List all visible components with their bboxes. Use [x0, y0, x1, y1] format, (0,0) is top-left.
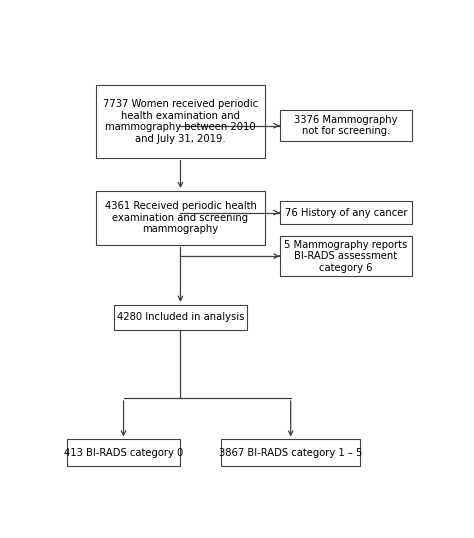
Text: 7737 Women received periodic
health examination and
mammography between 2010
and: 7737 Women received periodic health exam…: [103, 99, 258, 144]
Text: 3376 Mammography
not for screening.: 3376 Mammography not for screening.: [294, 115, 398, 137]
FancyBboxPatch shape: [221, 440, 360, 466]
Text: 76 History of any cancer: 76 History of any cancer: [284, 208, 407, 218]
FancyBboxPatch shape: [280, 201, 412, 224]
Text: 4280 Included in analysis: 4280 Included in analysis: [117, 312, 244, 322]
FancyBboxPatch shape: [96, 86, 265, 158]
Text: 5 Mammography reports
BI-RADS assessment
category 6: 5 Mammography reports BI-RADS assessment…: [284, 239, 408, 273]
Text: 3867 BI-RADS category 1 – 5: 3867 BI-RADS category 1 – 5: [219, 448, 362, 458]
Text: 4361 Received periodic health
examination and screening
mammography: 4361 Received periodic health examinatio…: [105, 201, 256, 235]
Text: 413 BI-RADS category 0: 413 BI-RADS category 0: [64, 448, 183, 458]
FancyBboxPatch shape: [280, 237, 412, 276]
FancyBboxPatch shape: [280, 110, 412, 141]
FancyBboxPatch shape: [96, 191, 265, 245]
FancyBboxPatch shape: [66, 440, 181, 466]
FancyBboxPatch shape: [114, 305, 246, 330]
